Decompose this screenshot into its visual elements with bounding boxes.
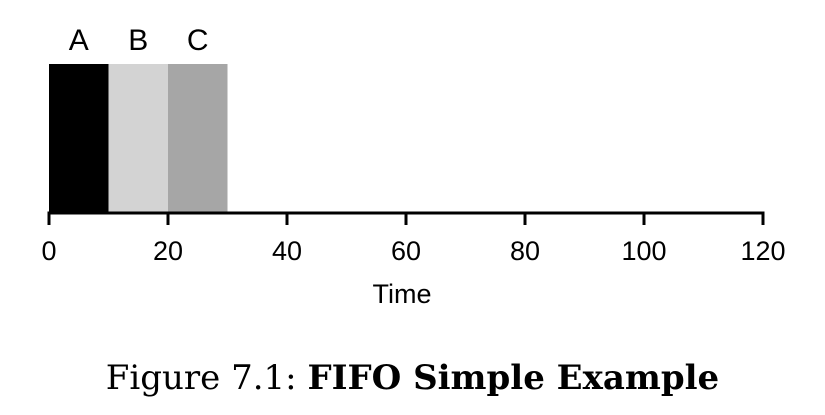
x-tick-label-120: 120 (740, 236, 785, 266)
job-label-b: B (128, 24, 148, 57)
job-label-a: A (69, 24, 89, 57)
x-tick-label-20: 20 (153, 236, 183, 266)
x-axis-ticks: 0 20 40 60 80 100 120 (41, 213, 786, 266)
fifo-timeline-chart: A B C 0 20 40 60 80 100 120 Time (41, 24, 786, 309)
x-tick-label-0: 0 (41, 236, 56, 266)
job-bars (49, 64, 228, 213)
figure-caption: Figure 7.1: FIFO Simple Example (0, 358, 825, 398)
x-axis-label: Time (373, 279, 432, 309)
x-tick-label-100: 100 (621, 236, 666, 266)
job-label-c: C (187, 24, 209, 57)
job-bar-a (49, 64, 109, 213)
job-labels: A B C (69, 24, 209, 57)
caption-prefix: Figure 7.1: (105, 358, 308, 398)
x-tick-label-80: 80 (510, 236, 540, 266)
job-bar-b (108, 64, 168, 213)
x-tick-label-40: 40 (272, 236, 302, 266)
job-bar-c (168, 64, 228, 213)
caption-title: FIFO Simple Example (307, 358, 720, 398)
x-tick-label-60: 60 (391, 236, 421, 266)
